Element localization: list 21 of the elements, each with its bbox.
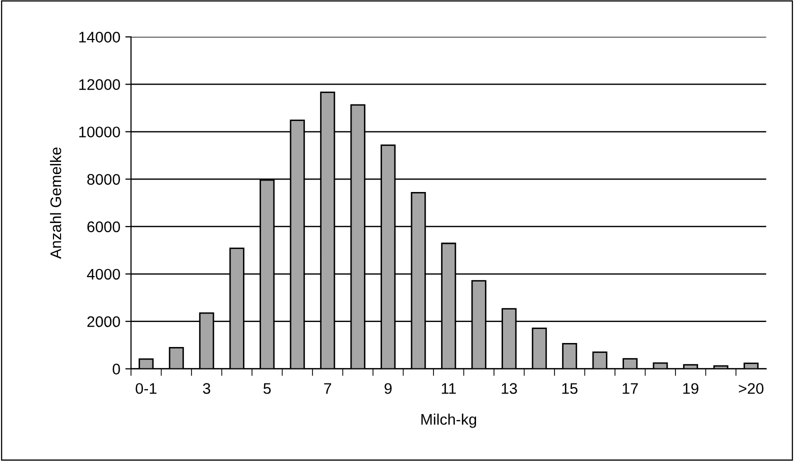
y-tick-label: 12000 [79,79,120,90]
y-axis-title: Anzahl Gemelke [50,147,62,259]
y-tick-label: 10000 [79,126,120,138]
x-tick-label: 7 [324,383,332,394]
x-tick-label: 3 [202,383,210,394]
x-axis-title: Milch-kg [421,414,476,428]
x-tick-label: 11 [442,383,456,394]
y-tick-label: 2000 [87,316,120,328]
x-tick-label: 15 [562,383,578,394]
y-tick-label: 8000 [87,174,120,185]
x-tick-label: 13 [502,383,517,394]
y-tick-label: 0 [112,364,120,374]
x-tick-label: 0-1 [136,383,156,394]
x-tick-label: 17 [622,383,638,394]
x-tick-label: >20 [738,383,764,394]
y-tick-label: 6000 [87,221,120,232]
x-tick-label: 5 [263,383,271,394]
x-tick-label: 9 [384,383,392,394]
y-tick-label: 4000 [86,268,120,280]
y-tick-label: 14000 [79,32,120,43]
x-tick-label: 19 [683,383,698,394]
